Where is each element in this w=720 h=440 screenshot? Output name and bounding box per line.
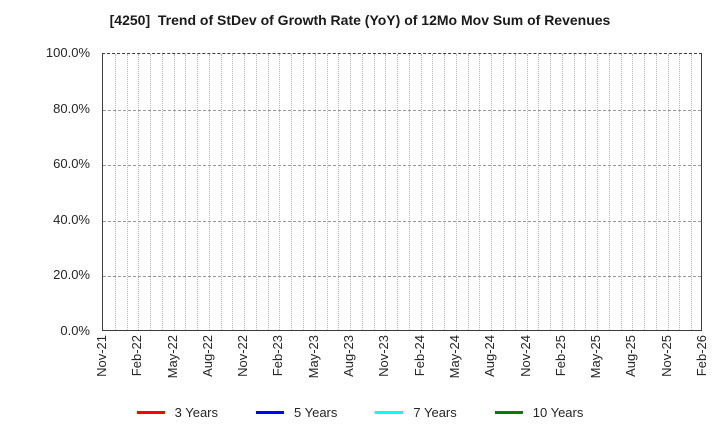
vertical-gridline — [467, 54, 469, 330]
vertical-gridline — [608, 54, 610, 330]
vertical-gridline — [644, 54, 646, 330]
vertical-gridline — [208, 54, 210, 330]
vertical-gridline — [408, 54, 410, 330]
vertical-gridline — [385, 54, 387, 330]
x-tick-label: Feb-23 — [270, 335, 286, 377]
vertical-gridline — [479, 54, 481, 330]
vertical-gridline — [514, 54, 516, 330]
vertical-gridline — [185, 54, 187, 330]
vertical-gridline — [550, 54, 552, 330]
vertical-gridline — [173, 54, 175, 330]
vertical-gridline — [632, 54, 634, 330]
vertical-gridline — [561, 54, 563, 330]
vertical-gridline — [620, 54, 622, 330]
x-tick-label: Feb-26 — [694, 335, 709, 377]
y-tick-label: 40.0% — [53, 211, 90, 227]
vertical-gridlines — [103, 54, 701, 330]
x-tick-label: Aug-24 — [482, 335, 498, 377]
x-tick-label: Feb-22 — [129, 335, 145, 377]
legend-label: 3 Years — [174, 405, 218, 420]
legend-line-swatch — [136, 411, 165, 414]
x-tick-label: Nov-24 — [517, 335, 533, 377]
x-tick-label: Nov-25 — [658, 335, 674, 377]
vertical-gridline — [197, 54, 199, 330]
legend-line-swatch — [256, 411, 284, 414]
x-tick-label: Nov-21 — [94, 335, 109, 377]
legend-label: 5 Years — [294, 405, 338, 420]
vertical-gridline — [691, 54, 693, 330]
legend-item-10-years: 10 Years — [494, 405, 584, 420]
vertical-gridline — [503, 54, 504, 330]
vertical-gridline — [220, 54, 222, 330]
vertical-gridline — [361, 54, 363, 330]
vertical-gridline — [150, 54, 152, 330]
x-tick-label: Feb-24 — [411, 335, 427, 377]
vertical-gridline — [538, 54, 540, 330]
vertical-gridline — [232, 54, 234, 330]
vertical-gridline — [303, 54, 304, 330]
plot-area — [102, 53, 702, 331]
vertical-gridline — [291, 54, 293, 330]
y-tick-label: 60.0% — [53, 156, 90, 172]
y-tick-label: 0.0% — [60, 323, 90, 338]
legend-label: 7 Years — [413, 405, 457, 420]
vertical-gridline — [267, 54, 269, 330]
x-tick-label: Nov-22 — [235, 335, 251, 377]
y-tick-label: 100.0% — [45, 45, 90, 60]
vertical-gridline — [655, 54, 657, 330]
x-tick-label: Nov-23 — [376, 335, 392, 377]
x-tick-label: May-22 — [164, 335, 180, 379]
legend-line-swatch — [494, 411, 523, 414]
legend-item-3-years: 3 Years — [136, 405, 218, 420]
x-tick-label: Aug-23 — [341, 335, 357, 377]
chart-title: [4250] Trend of StDev of Growth Rate (Yo… — [109, 12, 611, 28]
x-tick-label: May-23 — [305, 335, 321, 379]
horizontal-gridline — [103, 165, 701, 167]
vertical-gridline — [161, 54, 163, 330]
vertical-gridline — [397, 54, 399, 330]
vertical-gridline — [455, 54, 457, 330]
horizontal-gridlines — [103, 54, 701, 330]
x-tick-label: May-25 — [588, 335, 604, 379]
legend-item-7-years: 7 Years — [375, 405, 457, 420]
vertical-gridline — [314, 54, 316, 330]
legend-line-swatch — [375, 411, 404, 414]
vertical-gridline — [138, 54, 140, 330]
legend: 3 Years 5 Years 7 Years 10 Years — [0, 405, 720, 420]
vertical-gridline — [326, 54, 328, 330]
vertical-gridline — [373, 54, 375, 330]
horizontal-gridline — [103, 220, 701, 222]
x-tick-label: Feb-25 — [552, 335, 568, 377]
legend-item-5-years: 5 Years — [256, 405, 337, 420]
y-tick-label: 20.0% — [53, 267, 90, 283]
x-tick-label: Aug-22 — [199, 335, 215, 377]
vertical-gridline — [585, 54, 587, 330]
x-tick-label: Aug-25 — [623, 335, 639, 377]
vertical-gridline — [444, 54, 446, 330]
vertical-gridline — [338, 54, 340, 330]
horizontal-gridline — [103, 109, 701, 111]
legend-label: 10 Years — [532, 405, 584, 420]
vertical-gridline — [432, 54, 434, 330]
x-tick-label: May-24 — [446, 335, 462, 379]
vertical-gridline — [526, 54, 528, 330]
vertical-gridline — [597, 54, 599, 330]
vertical-gridline — [667, 54, 669, 330]
y-tick-label: 80.0% — [53, 100, 90, 116]
vertical-gridline — [114, 54, 116, 330]
vertical-gridline — [679, 54, 681, 330]
vertical-gridline — [126, 54, 128, 330]
horizontal-gridline — [103, 276, 701, 278]
vertical-gridline — [244, 54, 246, 330]
vertical-gridline — [279, 54, 281, 330]
vertical-gridline — [420, 54, 422, 330]
vertical-gridline — [491, 54, 493, 330]
vertical-gridline — [573, 54, 575, 330]
vertical-gridline — [350, 54, 352, 330]
vertical-gridline — [255, 54, 257, 330]
